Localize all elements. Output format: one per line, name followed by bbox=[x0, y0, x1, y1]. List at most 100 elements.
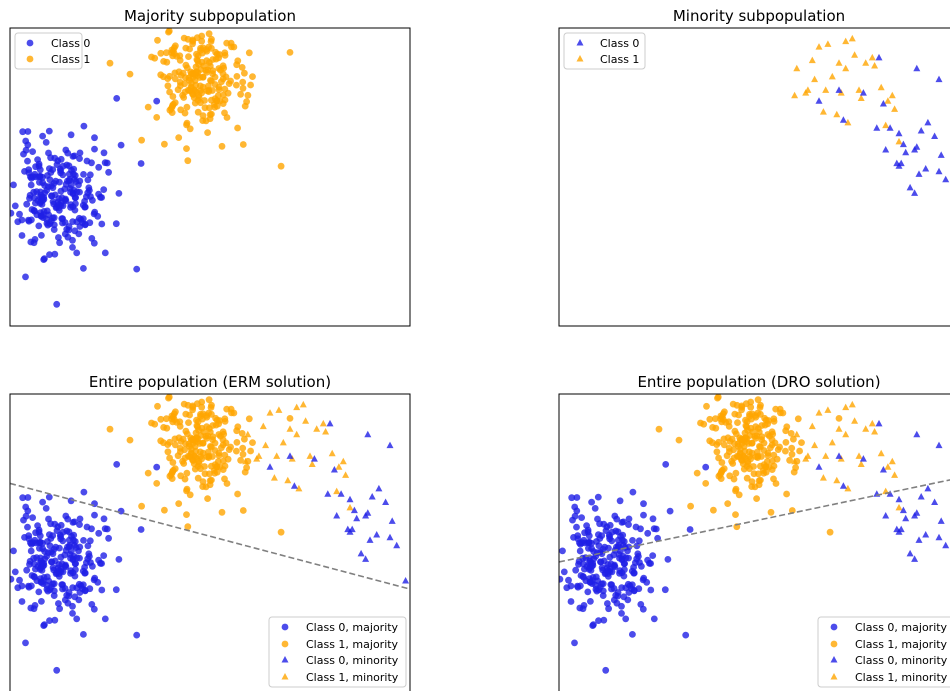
point-class1-majority bbox=[153, 114, 161, 121]
point-class0-majority bbox=[650, 615, 658, 623]
point-class0-majority bbox=[584, 528, 592, 536]
legend-label: Class 0, majority bbox=[306, 621, 399, 634]
point-class0-majority bbox=[682, 631, 690, 639]
point-class0-majority bbox=[573, 494, 581, 501]
point-class0-majority bbox=[702, 463, 710, 471]
point-class0-majority bbox=[73, 615, 81, 623]
point-class0-majority bbox=[602, 666, 610, 674]
point-class1-majority bbox=[183, 119, 191, 127]
point-class1-majority bbox=[788, 450, 796, 458]
point-class1-majority bbox=[247, 81, 255, 89]
point-class1-majority bbox=[787, 430, 795, 437]
point-class0-majority bbox=[16, 576, 23, 584]
point-class1-majority bbox=[743, 474, 751, 482]
point-class1-majority bbox=[199, 410, 207, 418]
point-class0-majority bbox=[76, 543, 84, 551]
legend-marker bbox=[281, 640, 289, 648]
point-class1-majority bbox=[798, 439, 805, 446]
point-class0-minority bbox=[899, 140, 907, 148]
point-class1-majority bbox=[764, 431, 772, 438]
point-class0-majority bbox=[53, 527, 61, 534]
point-class1-majority bbox=[179, 91, 187, 99]
decision-boundary-line bbox=[559, 479, 950, 563]
point-class0-majority bbox=[29, 173, 37, 181]
point-class0-majority bbox=[11, 202, 19, 210]
point-class1-majority bbox=[221, 49, 229, 57]
point-class0-majority bbox=[65, 589, 73, 596]
point-class1-majority bbox=[718, 459, 726, 466]
point-class1-majority bbox=[748, 410, 756, 418]
point-class0-majority bbox=[41, 548, 49, 555]
point-class0-minority bbox=[879, 466, 887, 473]
point-class0-minority bbox=[911, 189, 919, 196]
point-class1-majority bbox=[165, 28, 172, 36]
point-class0-minority bbox=[913, 430, 921, 438]
point-class0-majority bbox=[664, 556, 672, 563]
point-class0-majority bbox=[36, 172, 44, 180]
point-class1-majority bbox=[754, 396, 762, 404]
point-class0-majority bbox=[611, 512, 619, 520]
point-class0-majority bbox=[53, 666, 61, 674]
point-class1-majority bbox=[207, 38, 215, 45]
point-class0-majority bbox=[84, 189, 92, 197]
point-class0-majority bbox=[66, 543, 73, 550]
point-class0-majority bbox=[97, 193, 104, 201]
point-class0-minority bbox=[393, 541, 401, 549]
point-class0-majority bbox=[16, 210, 23, 218]
point-class0-majority bbox=[36, 538, 44, 546]
point-class1-majority bbox=[213, 463, 221, 471]
point-class1-majority bbox=[233, 439, 241, 446]
point-class1-majority bbox=[706, 437, 714, 445]
point-class1-minority bbox=[322, 428, 330, 435]
point-class0-majority bbox=[14, 584, 22, 592]
point-class1-minority bbox=[339, 457, 347, 465]
point-class0-majority bbox=[605, 605, 612, 613]
point-class1-majority bbox=[126, 436, 134, 444]
point-class0-majority bbox=[95, 529, 103, 537]
point-class0-majority bbox=[137, 160, 145, 167]
point-class0-majority bbox=[614, 589, 622, 596]
point-class1-majority bbox=[161, 506, 168, 514]
point-class0-majority bbox=[579, 554, 587, 562]
point-class0-majority bbox=[619, 552, 627, 560]
legend-marker bbox=[830, 640, 838, 648]
point-class0-majority bbox=[117, 141, 125, 149]
point-class1-majority bbox=[761, 414, 768, 422]
point-class0-majority bbox=[80, 122, 88, 130]
point-class0-majority bbox=[46, 251, 53, 258]
point-class0-majority bbox=[71, 538, 79, 545]
point-class1-majority bbox=[198, 89, 206, 97]
point-class0-majority bbox=[69, 519, 77, 526]
point-class0-majority bbox=[91, 500, 98, 508]
point-class0-majority bbox=[49, 198, 57, 206]
point-class0-minority bbox=[931, 498, 939, 505]
point-class0-majority bbox=[45, 493, 53, 501]
point-class0-majority bbox=[575, 560, 582, 568]
point-class1-majority bbox=[205, 59, 213, 66]
point-class0-majority bbox=[580, 602, 588, 609]
point-class1-majority bbox=[175, 500, 183, 507]
point-class0-majority bbox=[88, 525, 95, 533]
point-class1-majority bbox=[183, 103, 191, 111]
point-class0-minority bbox=[875, 419, 883, 427]
point-class1-minority bbox=[302, 417, 310, 424]
point-class0-majority bbox=[90, 239, 98, 247]
point-class0-majority bbox=[73, 249, 81, 257]
point-class1-majority bbox=[218, 142, 226, 150]
point-class1-minority bbox=[333, 487, 341, 495]
point-class0-majority bbox=[65, 170, 73, 178]
point-class1-majority bbox=[151, 420, 159, 428]
point-class0-majority bbox=[98, 586, 106, 594]
point-class1-minority bbox=[255, 452, 263, 459]
point-class1-majority bbox=[183, 469, 191, 477]
point-class1-majority bbox=[196, 448, 204, 456]
point-class1-minority bbox=[262, 441, 270, 449]
point-class0-majority bbox=[26, 560, 33, 568]
point-class1-minority bbox=[844, 484, 852, 492]
point-class0-majority bbox=[585, 538, 593, 546]
point-class0-minority bbox=[357, 549, 365, 557]
point-class0-minority bbox=[324, 490, 332, 497]
point-class0-majority bbox=[57, 155, 65, 163]
point-class1-majority bbox=[212, 414, 220, 422]
point-class1-majority bbox=[157, 437, 165, 445]
